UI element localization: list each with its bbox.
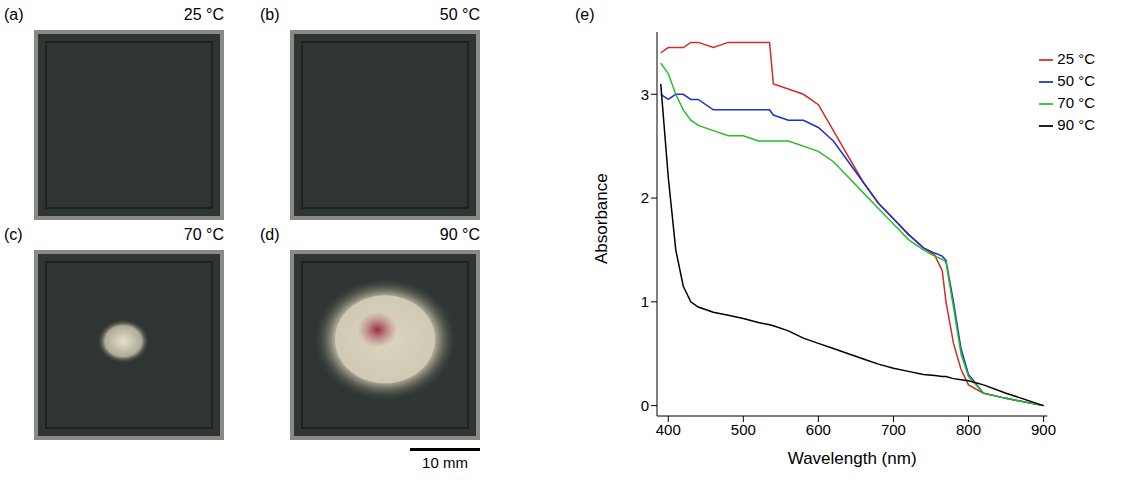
html-text:(d): (d): [260, 226, 280, 243]
html-text:90 °C: 90 °C: [439, 226, 480, 243]
svg-text:700: 700: [881, 421, 906, 438]
svg-text:500: 500: [731, 421, 756, 438]
svg-text:2: 2: [641, 189, 649, 206]
html-text:(b): (b): [260, 6, 280, 23]
svg-text:Absorbance: Absorbance: [592, 173, 611, 264]
svg-text:400: 400: [656, 421, 681, 438]
svg-text:600: 600: [806, 421, 831, 438]
html-text:(a): (a): [4, 6, 24, 23]
html-text:10 mm: 10 mm: [422, 454, 468, 471]
svg-text:800: 800: [956, 421, 981, 438]
html-text:70 °C: 70 °C: [1057, 94, 1095, 111]
svg-text:Wavelength (nm): Wavelength (nm): [788, 449, 917, 468]
html-text:50 °C: 50 °C: [439, 6, 480, 23]
svg-text:3: 3: [641, 86, 649, 103]
html-text:70 °C: 70 °C: [183, 226, 224, 243]
html-text:(e): (e): [575, 6, 595, 23]
html-text:50 °C: 50 °C: [1057, 72, 1095, 89]
svg-text:900: 900: [1031, 421, 1056, 438]
html-text:(c): (c): [4, 226, 23, 243]
svg-text:1: 1: [641, 293, 649, 310]
html-text:90 °C: 90 °C: [1057, 116, 1095, 133]
html-text:25 °C: 25 °C: [183, 6, 224, 23]
html-text:25 °C: 25 °C: [1057, 50, 1095, 67]
svg-text:0: 0: [641, 397, 649, 414]
